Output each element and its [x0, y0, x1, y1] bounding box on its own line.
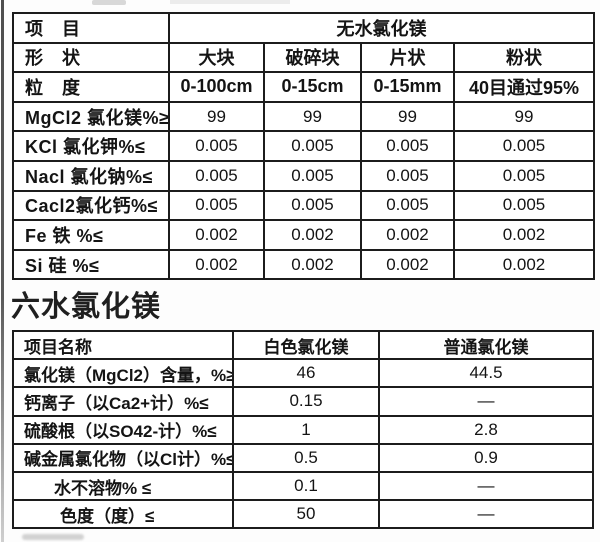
- value-cell: 0.005: [263, 159, 362, 192]
- value-cell: 0.005: [263, 130, 362, 162]
- value-cell: 0.9: [378, 442, 594, 473]
- value-cell: 0.005: [168, 189, 265, 222]
- value-cell: 99: [263, 100, 362, 133]
- row-label-mgcl2: MgCl2 氯化镁%≥: [12, 100, 170, 133]
- row-label-alkali-chlorides: 碱金属氯化物（以Cl计）%≤: [12, 442, 234, 473]
- value-cell: —: [378, 386, 594, 417]
- size-cell: 0-100cm: [168, 71, 265, 103]
- value-cell: 0.005: [453, 130, 595, 162]
- table-row: Cacl2氯化钙%≤ 0.005 0.005 0.005 0.005: [12, 189, 595, 222]
- scan-edge-artifact: [1, 0, 4, 542]
- value-cell: 0.005: [360, 130, 455, 162]
- size-cell: 40目通过95%: [453, 71, 595, 103]
- section-heading-hexahydrate: 六水氯化镁: [11, 291, 162, 323]
- item-value-span: 无水氯化镁: [168, 12, 595, 44]
- row-label-cacl2: Cacl2氯化钙%≤: [12, 189, 170, 222]
- table-row: 色度（度）≤ 50 —: [12, 499, 594, 530]
- value-cell: 0.002: [263, 248, 362, 281]
- shape-cell: 破碎块: [263, 41, 362, 74]
- row-label-shape: 形 状: [12, 41, 170, 74]
- table-header-row: 项目名称 白色氯化镁 普通氯化镁: [12, 329, 594, 361]
- table-row: Si 硅 %≤ 0.002 0.002 0.002 0.002: [12, 248, 595, 281]
- value-cell: 0.002: [168, 219, 265, 251]
- value-cell: 0.005: [360, 189, 455, 222]
- row-label-kcl: KCl 氯化钾%≤: [12, 130, 170, 162]
- value-cell: —: [378, 470, 594, 502]
- value-cell: 0.15: [232, 386, 380, 417]
- table-row: Fe 铁 %≤ 0.002 0.002 0.002 0.002: [12, 219, 595, 251]
- table-row: 碱金属氯化物（以Cl计）%≤ 0.5 0.9: [12, 442, 594, 473]
- table-row: 粒 度 0-100cm 0-15cm 0-15mm 40目通过95%: [12, 71, 595, 103]
- value-cell: 0.005: [263, 189, 362, 222]
- table-row: 硫酸根（以SO42-计）%≤ 1 2.8: [12, 414, 594, 445]
- value-cell: 99: [360, 100, 455, 133]
- value-cell: 0.005: [168, 130, 265, 162]
- shape-cell: 粉状: [453, 41, 595, 74]
- value-cell: 99: [453, 100, 595, 133]
- scan-smudge-top: [92, 0, 126, 5]
- size-cell: 0-15cm: [263, 71, 362, 103]
- value-cell: 99: [168, 100, 265, 133]
- value-cell: 0.002: [360, 248, 455, 281]
- value-cell: 44.5: [378, 358, 594, 389]
- value-cell: 0.002: [360, 219, 455, 251]
- value-cell: 0.005: [453, 189, 595, 222]
- table-row: 形 状 大块 破碎块 片状 粉状: [12, 41, 595, 74]
- table-row: 钙离子（以Ca2+计）%≤ 0.15 —: [12, 386, 594, 417]
- value-cell: 50: [232, 499, 380, 530]
- scan-smudge-bottom: [22, 534, 84, 540]
- hexahydrate-magnesium-chloride-table: 项目名称 白色氯化镁 普通氯化镁 氯化镁（MgCl2）含量，%≥ 46 44.5…: [12, 329, 594, 530]
- table-row: MgCl2 氯化镁%≥ 99 99 99 99: [12, 100, 595, 133]
- value-cell: 46: [232, 358, 380, 389]
- value-cell: 0.1: [232, 470, 380, 502]
- value-cell: 0.002: [453, 248, 595, 281]
- row-label-nacl: Nacl 氯化钠%≤: [12, 159, 170, 192]
- row-label-calcium-ion: 钙离子（以Ca2+计）%≤: [12, 386, 234, 417]
- table-row: 氯化镁（MgCl2）含量，%≥ 46 44.5: [12, 358, 594, 389]
- value-cell: 0.002: [263, 219, 362, 251]
- anhydrous-magnesium-chloride-table: 项 目 无水氯化镁 形 状 大块 破碎块 片状 粉状 粒 度 0-100cm 0…: [12, 12, 595, 281]
- value-cell: —: [378, 499, 594, 530]
- shape-cell: 片状: [360, 41, 455, 74]
- row-label-size: 粒 度: [12, 71, 170, 103]
- value-cell: 1: [232, 414, 380, 445]
- value-cell: 0.5: [232, 442, 380, 473]
- value-cell: 2.8: [378, 414, 594, 445]
- column-header-ordinary-mgcl2: 普通氯化镁: [378, 329, 594, 361]
- value-cell: 0.005: [453, 159, 595, 192]
- table-row: 项 目 无水氯化镁: [12, 12, 595, 44]
- row-label-mgcl2-content: 氯化镁（MgCl2）含量，%≥: [12, 358, 234, 389]
- column-header-item-name: 项目名称: [12, 329, 234, 361]
- column-header-white-mgcl2: 白色氯化镁: [232, 329, 380, 361]
- shape-cell: 大块: [168, 41, 265, 74]
- row-label-fe: Fe 铁 %≤: [12, 219, 170, 251]
- row-label-item: 项 目: [12, 12, 170, 44]
- table-row: KCl 氯化钾%≤ 0.005 0.005 0.005 0.005: [12, 130, 595, 162]
- value-cell: 0.005: [168, 159, 265, 192]
- table-row: Nacl 氯化钠%≤ 0.005 0.005 0.005 0.005: [12, 159, 595, 192]
- row-label-water-insoluble: 水不溶物% ≤: [12, 470, 234, 502]
- value-cell: 0.002: [453, 219, 595, 251]
- row-label-sulfate: 硫酸根（以SO42-计）%≤: [12, 414, 234, 445]
- value-cell: 0.005: [360, 159, 455, 192]
- size-cell: 0-15mm: [360, 71, 455, 103]
- table-row: 水不溶物% ≤ 0.1 —: [12, 470, 594, 502]
- row-label-si: Si 硅 %≤: [12, 248, 170, 281]
- value-cell: 0.002: [168, 248, 265, 281]
- scan-smudge-top-light: [170, 0, 290, 4]
- row-label-chromaticity: 色度（度）≤: [12, 499, 234, 530]
